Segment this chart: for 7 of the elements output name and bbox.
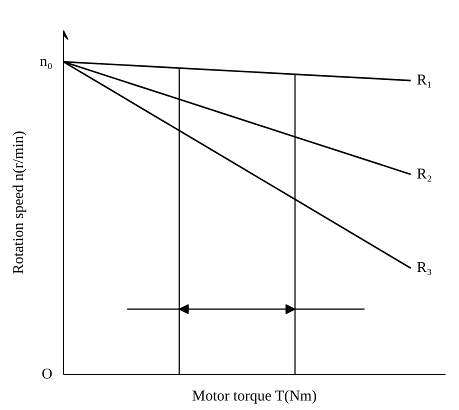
text: n₀ <box>40 54 53 70</box>
y-axis-title: Rotation speed n(r/min) <box>10 130 27 274</box>
x-axis-title: Motor torque T(Nm) <box>192 388 317 404</box>
text: O <box>42 366 53 382</box>
series-label: R₃ <box>416 260 432 276</box>
series-label: R₁ <box>416 72 432 89</box>
series-label: R₂ <box>416 166 432 182</box>
